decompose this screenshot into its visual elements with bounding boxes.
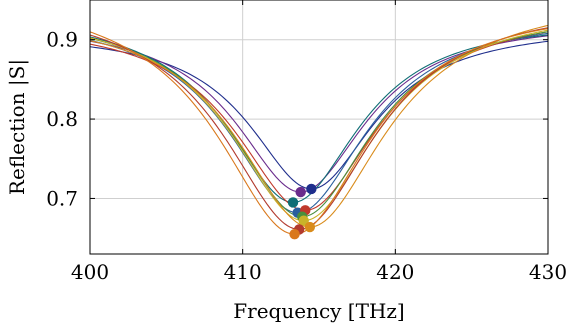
x-axis-label: Frequency [THz] [233,299,404,323]
minimum-marker [306,183,317,195]
plot-frame [89,0,549,255]
minimum-marker [287,197,299,208]
tick-layer: 400 410 420 430 0.7 0.8 0.9 [46,0,567,284]
series-line [89,32,549,214]
x-tick-label: 400 [71,260,109,284]
minimum-marker [304,221,316,233]
grid-layer [89,0,549,254]
series-line [89,34,549,203]
series-line [89,27,549,230]
x-tick-label: 430 [529,260,567,284]
series-line [89,24,549,228]
series-line [89,31,549,218]
series-layer [89,24,549,235]
minimum-marker [295,186,306,198]
series-line [89,28,549,235]
minimum-marker [289,228,300,240]
marker-layer [287,183,317,240]
x-tick-label: 410 [224,260,262,284]
y-tick-label: 0.8 [46,107,78,131]
y-axis-label: Reflection |S| [5,59,30,195]
x-tick-label: 420 [376,260,414,284]
series-line [89,29,549,222]
series-line [89,35,549,193]
y-tick-label: 0.7 [46,186,78,210]
y-tick-label: 0.9 [46,28,78,52]
